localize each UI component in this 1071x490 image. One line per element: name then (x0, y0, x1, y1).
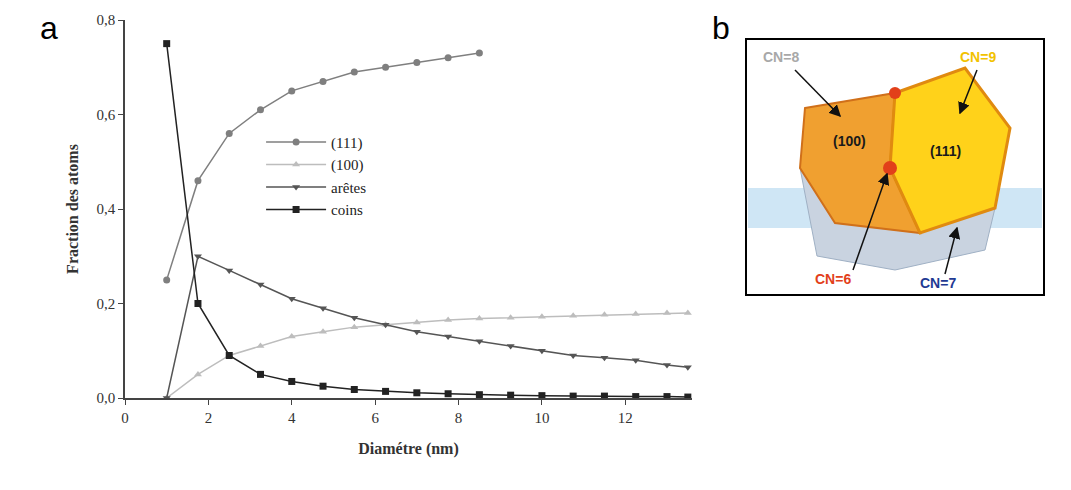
html-text:a: a (40, 10, 58, 46)
svg-text:(100): (100) (833, 133, 866, 149)
svg-text:(111): (111) (331, 135, 362, 152)
svg-text:(100): (100) (331, 157, 364, 174)
svg-text:0,2: 0,2 (97, 296, 116, 312)
svg-text:0,0: 0,0 (97, 390, 116, 406)
svg-text:CN=7: CN=7 (920, 275, 956, 291)
svg-text:CN=8: CN=8 (763, 49, 799, 65)
svg-text:4: 4 (288, 410, 296, 426)
svg-text:0: 0 (121, 410, 129, 426)
svg-text:coins: coins (331, 202, 363, 218)
svg-text:10: 10 (534, 410, 549, 426)
svg-text:(111): (111) (930, 143, 961, 159)
svg-text:0,4: 0,4 (97, 201, 116, 217)
svg-text:CN=6: CN=6 (815, 271, 851, 287)
svg-text:0,8: 0,8 (97, 12, 116, 28)
svg-text:12: 12 (618, 410, 633, 426)
svg-text:CN=9: CN=9 (960, 49, 996, 65)
svg-text:Fraction des atoms: Fraction des atoms (64, 144, 81, 274)
svg-text:8: 8 (455, 410, 463, 426)
svg-text:0,6: 0,6 (97, 107, 116, 123)
svg-text:arêtes: arêtes (331, 180, 366, 196)
svg-text:2: 2 (205, 410, 213, 426)
svg-text:6: 6 (371, 410, 379, 426)
html-text:b: b (712, 10, 730, 46)
svg-text:Diamétre (nm): Diamétre (nm) (358, 440, 459, 458)
